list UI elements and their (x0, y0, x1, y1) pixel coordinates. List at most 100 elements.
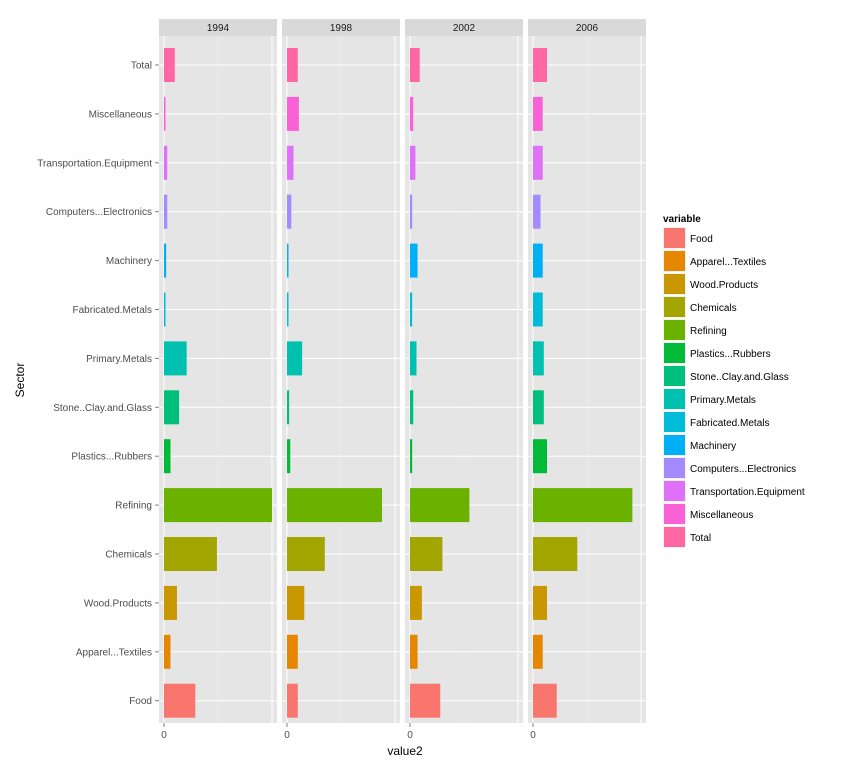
bar-machinery-2006 (533, 243, 543, 278)
bar-food-2002 (410, 683, 441, 718)
bar-transportation-equipment-1994 (164, 145, 168, 180)
bar-stone-clay-and-glass-2006 (533, 390, 544, 425)
legend-label: Primary.Metals (690, 395, 756, 406)
y-tick-label: Primary.Metals (86, 354, 152, 365)
y-tick-label: Stone..Clay.and.Glass (53, 403, 152, 414)
legend-label: Total (690, 533, 711, 544)
legend-title: variable (663, 214, 701, 225)
legend-key-transportation-equipment (664, 481, 685, 501)
legend-key-computers-electronics (664, 458, 685, 478)
legend-label: Stone..Clay.and.Glass (690, 372, 789, 383)
legend-label: Refining (690, 326, 727, 337)
bar-chemicals-1998 (287, 537, 325, 571)
facet-strip (159, 19, 277, 36)
legend-label: Fabricated.Metals (690, 418, 769, 429)
bar-chemicals-2006 (533, 537, 578, 571)
bar-chemicals-1994 (164, 537, 217, 571)
legend-key-apparel-textiles (664, 251, 685, 271)
bar-fabricated-metals-2006 (533, 292, 543, 327)
legend-key-primary-metals (664, 389, 685, 409)
facet-strip-label: 2006 (576, 23, 599, 34)
bar-primary-metals-1998 (287, 341, 303, 376)
bar-total-1998 (287, 48, 298, 82)
bar-food-2006 (533, 683, 557, 718)
legend-key-miscellaneous (664, 504, 685, 524)
legend-label: Apparel...Textiles (690, 257, 766, 268)
legend-key-food (664, 228, 685, 248)
legend-key-refining (664, 320, 685, 340)
bar-refining-1994 (164, 488, 272, 523)
legend-label: Wood.Products (690, 280, 758, 291)
y-tick-label: Food (129, 696, 152, 707)
bar-apparel-textiles-1994 (164, 634, 171, 669)
legend-key-stone-clay-and-glass (664, 366, 685, 386)
legend-key-fabricated-metals (664, 412, 685, 432)
y-tick-label: Transportation.Equipment (37, 158, 152, 169)
y-tick-label: Fabricated.Metals (73, 305, 152, 316)
bar-fabricated-metals-2002 (410, 292, 413, 327)
legend-label: Chemicals (690, 303, 737, 314)
legend-label: Miscellaneous (690, 510, 753, 521)
x-axis-title: value2 (387, 744, 423, 758)
facet-strip-label: 1998 (330, 23, 353, 34)
legend-key-machinery (664, 435, 685, 455)
bar-fabricated-metals-1998 (287, 292, 289, 327)
bar-primary-metals-1994 (164, 341, 187, 376)
bar-primary-metals-2006 (533, 341, 544, 376)
legend-key-plastics-rubbers (664, 343, 685, 363)
bar-total-2006 (533, 48, 548, 82)
bar-wood-products-2006 (533, 585, 548, 620)
x-tick-label: 0 (161, 730, 167, 741)
bar-transportation-equipment-1998 (287, 145, 294, 180)
bar-transportation-equipment-2002 (410, 145, 416, 180)
y-tick-label: Miscellaneous (89, 109, 152, 120)
bar-miscellaneous-1998 (287, 96, 299, 131)
legend-label: Computers...Electronics (690, 464, 796, 475)
y-tick-label: Computers...Electronics (46, 207, 152, 218)
bar-machinery-1998 (287, 243, 289, 278)
y-axis-title: Sector (13, 363, 27, 398)
legend-label: Plastics...Rubbers (690, 349, 771, 360)
bar-plastics-rubbers-2002 (410, 439, 413, 474)
bar-wood-products-2002 (410, 585, 422, 620)
bar-miscellaneous-2006 (533, 96, 543, 131)
bar-plastics-rubbers-2006 (533, 439, 548, 474)
bar-plastics-rubbers-1994 (164, 439, 171, 474)
legend-label: Machinery (690, 441, 736, 452)
bar-stone-clay-and-glass-1994 (164, 390, 180, 425)
y-tick-label: Machinery (106, 256, 152, 267)
y-tick-label: Total (131, 61, 152, 72)
y-tick-label: Refining (115, 501, 152, 512)
legend-label: Food (690, 234, 713, 245)
bar-miscellaneous-2002 (410, 96, 414, 131)
bar-apparel-textiles-1998 (287, 634, 298, 669)
bar-machinery-2002 (410, 243, 418, 278)
legend-key-chemicals (664, 297, 685, 317)
bar-wood-products-1998 (287, 585, 305, 620)
bar-machinery-1994 (164, 243, 167, 278)
bar-refining-2006 (533, 488, 633, 523)
x-tick-label: 0 (407, 730, 413, 741)
bar-plastics-rubbers-1998 (287, 439, 291, 474)
x-tick-label: 0 (284, 730, 290, 741)
bar-total-1994 (164, 48, 175, 82)
bar-primary-metals-2002 (410, 341, 417, 376)
facet-strip (282, 19, 400, 36)
bar-food-1994 (164, 683, 196, 718)
bar-food-1998 (287, 683, 298, 718)
bar-fabricated-metals-1994 (164, 292, 166, 327)
bar-miscellaneous-1994 (164, 96, 166, 131)
y-tick-label: Apparel...Textiles (76, 647, 152, 658)
y-tick-label: Plastics...Rubbers (71, 452, 152, 463)
bar-total-2002 (410, 48, 420, 82)
bar-computers-electronics-2006 (533, 194, 541, 229)
bar-stone-clay-and-glass-1998 (287, 390, 290, 425)
bar-refining-1998 (287, 488, 383, 523)
bar-transportation-equipment-2006 (533, 145, 543, 180)
bar-computers-electronics-1998 (287, 194, 292, 229)
legend-key-wood-products (664, 274, 685, 294)
bar-apparel-textiles-2002 (410, 634, 418, 669)
bar-computers-electronics-1994 (164, 194, 168, 229)
bar-chemicals-2002 (410, 537, 443, 571)
facet-strip-label: 1994 (207, 23, 230, 34)
